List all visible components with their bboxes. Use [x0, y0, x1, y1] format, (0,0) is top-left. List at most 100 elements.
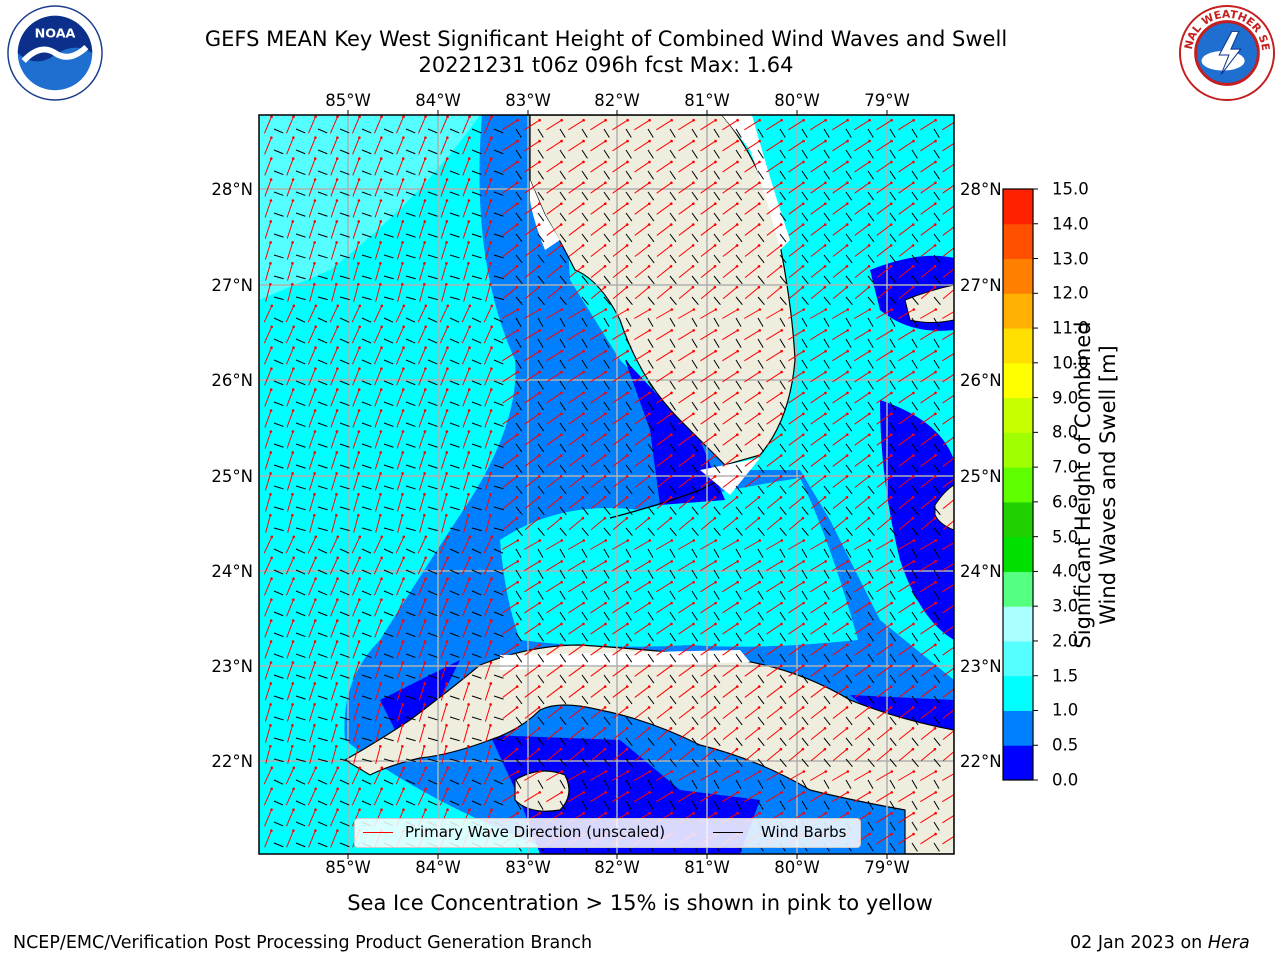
- wind-barb: [581, 464, 589, 474]
- wave-arrow-head: [336, 766, 340, 770]
- wind-barb: [295, 527, 306, 532]
- wave-arrow: [484, 599, 492, 617]
- wind-barb: [867, 317, 874, 327]
- wave-arrow-head: [335, 199, 339, 202]
- wave-arrow: [546, 665, 562, 677]
- wave-arrow-head: [934, 118, 937, 122]
- wind-barb: [317, 632, 328, 638]
- wave-arrow: [374, 704, 382, 722]
- wind-barb: [537, 737, 545, 747]
- wind-barb: [449, 548, 460, 554]
- wave-arrow-head: [380, 535, 384, 539]
- wave-arrow: [810, 581, 826, 593]
- wind-barb: [493, 632, 504, 638]
- wave-arrow-head: [336, 829, 339, 832]
- wind-barb: [361, 359, 372, 365]
- wind-barb: [779, 590, 786, 600]
- wave-arrow: [546, 707, 562, 719]
- wave-arrow-head: [446, 115, 449, 119]
- wave-arrow-head: [736, 329, 740, 332]
- wave-arrow: [854, 455, 870, 467]
- lon-label-bottom: 82°W: [594, 858, 640, 877]
- wind-barb: [361, 548, 372, 554]
- wave-arrow-head: [269, 283, 272, 286]
- wave-arrow-head: [890, 832, 893, 836]
- wave-arrow: [264, 599, 272, 617]
- wave-arrow-head: [516, 160, 519, 164]
- wind-barb: [669, 401, 677, 411]
- wind-barb: [823, 359, 830, 369]
- wave-arrow-head: [956, 392, 959, 395]
- wind-barb: [889, 653, 897, 663]
- wave-arrow-head: [934, 811, 937, 815]
- wave-arrow: [920, 581, 936, 593]
- wave-arrow: [854, 602, 870, 614]
- wave-arrow-head: [582, 118, 585, 122]
- wave-arrow: [656, 286, 672, 300]
- wave-arrow-head: [823, 223, 827, 226]
- wave-arrow: [920, 812, 936, 824]
- wave-arrow: [524, 476, 540, 488]
- wave-arrow-head: [648, 329, 652, 332]
- lat-label-right: 22°N: [960, 752, 1002, 771]
- wind-barb: [845, 737, 853, 747]
- wave-arrow: [524, 686, 540, 698]
- wave-arrow-head: [313, 640, 317, 643]
- wave-arrow-head: [604, 308, 608, 311]
- wind-barb: [273, 716, 284, 721]
- lon-label-bottom: 84°W: [415, 858, 461, 877]
- wave-arrow-head: [603, 433, 607, 437]
- wind-barb: [317, 401, 328, 407]
- wind-barb: [911, 212, 919, 222]
- wave-arrow: [876, 119, 892, 131]
- wave-arrow: [484, 578, 492, 596]
- wave-arrow: [678, 371, 694, 383]
- wave-arrow: [546, 329, 562, 341]
- wave-arrow: [942, 268, 954, 279]
- wind-barb: [669, 443, 677, 453]
- wave-arrow: [330, 599, 338, 617]
- wave-arrow: [832, 119, 848, 131]
- wind-barb: [823, 506, 831, 516]
- wind-barb: [603, 464, 611, 474]
- wave-arrow: [353, 515, 359, 533]
- wave-arrow: [308, 620, 316, 638]
- wind-barb: [405, 569, 416, 575]
- wind-barb: [801, 380, 808, 390]
- wave-arrow-head: [758, 412, 761, 416]
- wave-arrow: [700, 476, 716, 488]
- wave-arrow-head: [467, 451, 471, 454]
- wave-arrow-head: [603, 727, 607, 730]
- wave-arrow-head: [490, 577, 493, 581]
- wind-barb: [581, 359, 588, 369]
- wave-arrow: [419, 263, 425, 281]
- wind-barb: [867, 296, 875, 305]
- wave-arrow-head: [758, 118, 761, 122]
- wave-arrow-head: [912, 560, 916, 563]
- wave-arrow-head: [581, 433, 585, 437]
- wave-arrow-head: [270, 115, 273, 119]
- wave-arrow-head: [933, 433, 937, 437]
- wind-barb: [559, 338, 566, 348]
- wave-arrow: [484, 662, 492, 680]
- wind-barb: [691, 779, 698, 789]
- wave-arrow: [590, 392, 606, 404]
- wave-arrow-head: [802, 160, 805, 164]
- wave-arrow-head: [867, 285, 871, 289]
- wave-arrow-head: [269, 178, 273, 181]
- wind-barb: [735, 212, 743, 222]
- wind-barb: [713, 254, 721, 264]
- wind-barb: [317, 548, 328, 554]
- wave-arrow: [546, 644, 562, 656]
- wave-arrow: [700, 727, 716, 741]
- wave-arrow: [484, 410, 492, 428]
- wave-arrow: [744, 644, 760, 656]
- lat-label-right: 28°N: [960, 180, 1002, 199]
- wave-arrow: [524, 791, 540, 803]
- wave-arrow: [700, 791, 716, 803]
- wave-arrow-head: [291, 619, 295, 622]
- wind-barb: [933, 527, 941, 536]
- wave-arrow: [876, 350, 892, 362]
- wind-barb: [801, 569, 808, 579]
- wave-arrow-head: [336, 346, 339, 350]
